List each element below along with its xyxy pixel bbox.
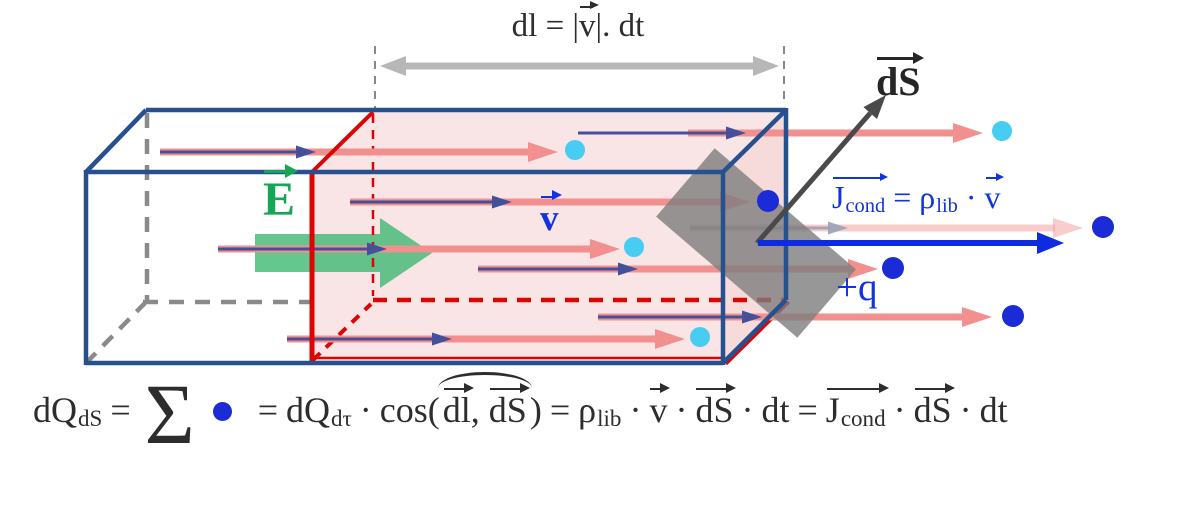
formula-segment: dS — [488, 382, 530, 430]
formula-segment: dS — [695, 382, 737, 430]
charge-dot-dark — [757, 190, 779, 212]
drift-arrow-head — [432, 332, 452, 346]
current-density-arrow-head — [1037, 232, 1064, 254]
sum-sigma: Σ — [144, 366, 195, 462]
velocity-arrow-head — [1053, 218, 1083, 238]
drift-arrow-head — [726, 126, 746, 140]
measure-arrow-right-head — [753, 56, 779, 76]
summed-charge-dot — [212, 401, 232, 421]
formula-subscript: dτ — [331, 405, 352, 432]
formula-segment: · — [629, 390, 642, 430]
formula-segment: ρlib — [578, 390, 622, 432]
formula-segment: · — [359, 390, 372, 430]
surface-element-panel — [656, 148, 856, 338]
current-density-equation: Jcond = ρlib · v — [832, 172, 1004, 217]
charge-dot-dark — [882, 257, 904, 279]
dl-label-pre: dl = | — [511, 8, 580, 44]
velocity-arrow-head — [655, 329, 685, 349]
drift-arrow-head — [742, 310, 762, 324]
charge-dot-light — [690, 327, 710, 347]
velocity-arrow-head — [848, 259, 878, 279]
e-field-arrow — [255, 218, 432, 288]
velocity-arrow-head — [962, 307, 992, 327]
displacement-length-label: dl = |v|. dt — [408, 1, 748, 44]
formula-segment: = — [797, 390, 818, 430]
box-hidden-bottom-left-diagonal — [84, 301, 147, 365]
angle-hat-group: dl, dS — [437, 371, 532, 430]
charge-dot-dark — [1002, 305, 1024, 327]
measure-arrow-left-head — [380, 56, 406, 76]
surface-element-label: dS — [876, 51, 923, 104]
charge-dot-light — [565, 140, 585, 160]
entry-plane-hidden-diagonal — [311, 302, 373, 362]
j-cond-vector: Jcond — [832, 172, 889, 217]
electric-field-label: E — [263, 163, 299, 226]
formula-subscript: lib — [597, 405, 622, 432]
charge-dot-light — [992, 121, 1012, 141]
charge-dot-light — [624, 237, 644, 257]
velocity-arrow-head — [528, 142, 558, 162]
formula-segment: = — [549, 390, 571, 430]
formula-segment: = — [257, 390, 279, 430]
entry-plane-top-diagonal — [310, 110, 375, 174]
drift-arrow-head — [367, 242, 387, 256]
drift-arrow-head — [618, 262, 638, 276]
formula-segment: Jcond — [825, 382, 889, 432]
charge-label: +q — [836, 266, 878, 309]
formula-segment: v — [649, 382, 671, 430]
charge-flux-formula: dQdS = Σ = dQdτ · cos(dl, dS) = ρlib · v · dS · dt = Jco… — [33, 371, 1008, 457]
formula-segment: dQdS — [33, 390, 103, 432]
box-bottom-right-diagonal — [721, 298, 788, 365]
formula-segment: · — [959, 390, 972, 430]
formula-segment: dt — [761, 390, 790, 430]
formula-segment: cos( — [379, 390, 440, 430]
formula-segment: = — [110, 390, 131, 430]
formula-segment: · — [893, 390, 906, 430]
velocity-arrow-head — [953, 123, 983, 143]
formula-segment: dt — [979, 390, 1008, 430]
formula-subscript: dS — [78, 405, 103, 432]
formula-segment: dl — [442, 382, 474, 430]
box-top-right-diagonal — [721, 108, 788, 174]
formula-segment: ) — [529, 390, 542, 430]
drift-arrow-head — [828, 221, 848, 235]
formula-segment: dQdτ — [286, 390, 352, 432]
drift-arrow-head — [296, 145, 316, 159]
charge-dot-dark — [1092, 216, 1114, 238]
box-top-left-diagonal — [84, 108, 148, 174]
drift-arrow-head — [492, 195, 512, 209]
formula-segment: dS — [913, 382, 955, 430]
formula-subscript: cond — [840, 405, 886, 432]
ds-vector-arrow-head — [863, 95, 886, 120]
dl-label-v-vector: v — [579, 1, 598, 44]
velocity-arrow-head — [590, 239, 620, 259]
formula-segment: , — [470, 390, 489, 430]
formula-segment: · — [675, 390, 688, 430]
velocity-label: v — [540, 190, 561, 239]
ds-vector-arrow-shaft — [755, 111, 873, 245]
dl-label-post: |. dt — [595, 8, 645, 44]
formula-segment: · — [741, 390, 754, 430]
